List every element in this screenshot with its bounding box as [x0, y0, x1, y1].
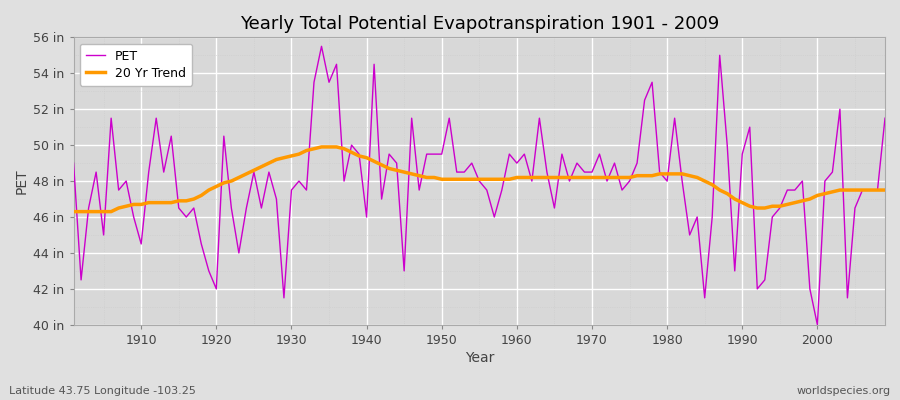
- PET: [609, 161, 620, 166]
- 20 Yr Trend: [129, 202, 140, 207]
- Legend: PET, 20 Yr Trend: PET, 20 Yr Trend: [80, 44, 192, 86]
- PET: [812, 322, 823, 327]
- PET: [293, 179, 304, 184]
- 20 Yr Trend: [346, 150, 357, 155]
- 20 Yr Trend: [519, 175, 530, 180]
- PET: [879, 116, 890, 120]
- PET: [511, 161, 522, 166]
- Text: Latitude 43.75 Longitude -103.25: Latitude 43.75 Longitude -103.25: [9, 386, 196, 396]
- Text: worldspecies.org: worldspecies.org: [796, 386, 891, 396]
- Line: 20 Yr Trend: 20 Yr Trend: [74, 147, 885, 212]
- 20 Yr Trend: [879, 188, 890, 192]
- 20 Yr Trend: [293, 152, 304, 156]
- Line: PET: PET: [74, 46, 885, 325]
- PET: [316, 44, 327, 49]
- X-axis label: Year: Year: [464, 351, 494, 365]
- PET: [519, 152, 530, 156]
- PET: [68, 161, 79, 166]
- 20 Yr Trend: [511, 175, 522, 180]
- Title: Yearly Total Potential Evapotranspiration 1901 - 2009: Yearly Total Potential Evapotranspiratio…: [239, 15, 719, 33]
- 20 Yr Trend: [316, 144, 327, 149]
- Y-axis label: PET: PET: [15, 168, 29, 194]
- 20 Yr Trend: [609, 175, 620, 180]
- PET: [346, 143, 357, 148]
- 20 Yr Trend: [68, 209, 79, 214]
- PET: [129, 215, 140, 220]
